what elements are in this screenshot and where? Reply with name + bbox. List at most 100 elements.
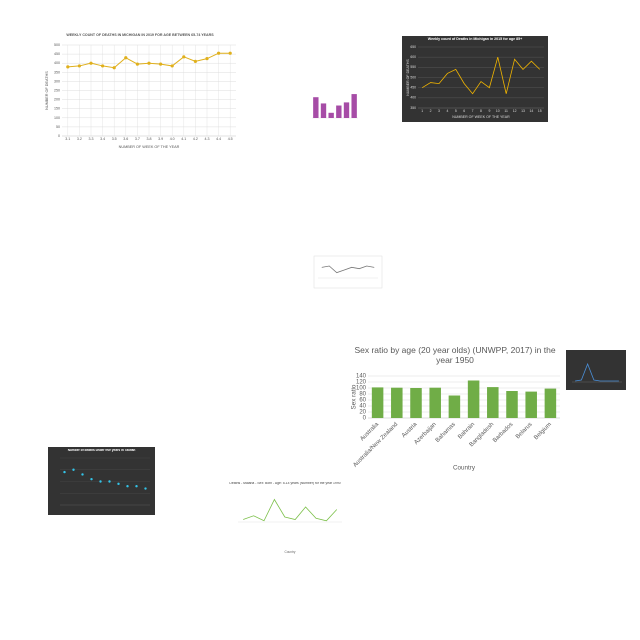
bar — [351, 94, 357, 118]
x-tick-label: 13 — [521, 109, 525, 113]
y-tick-label: 350 — [410, 106, 416, 110]
x-tick-label: 3.8 — [147, 137, 152, 141]
y-tick-label: 400 — [410, 96, 416, 100]
x-tick-label: 4.1 — [181, 137, 186, 141]
x-tick-label: 4.3 — [205, 137, 210, 141]
title-box: Deaths - Malaria - Sex: Both - Age: 5-14… — [229, 482, 341, 485]
point — [89, 61, 93, 65]
chart-title: WEEKLY COUNT OF DEATHS IN MICHIGAN IN 20… — [66, 33, 214, 37]
bar — [429, 387, 441, 418]
bar — [506, 391, 518, 418]
point — [144, 487, 147, 490]
point — [63, 470, 66, 474]
y-axis-label: NUMBER OF DEATHS — [406, 59, 410, 96]
line — [575, 362, 619, 382]
point — [170, 64, 174, 68]
y-tick-label: 350 — [54, 70, 60, 74]
chart-title: Sex ratio by age (20 year olds) (UNWPP, … — [354, 346, 556, 365]
point — [205, 57, 209, 61]
x-tick-label: 11 — [504, 109, 508, 113]
chart: Sex ratio by age (20 year olds) (UNWPP, … — [351, 346, 560, 472]
bar — [410, 388, 422, 418]
bar — [343, 102, 350, 118]
x-tick-label: Bahrain — [457, 422, 476, 441]
x-tick-label: 2 — [430, 109, 432, 113]
y-tick-label: 200 — [54, 98, 60, 102]
point — [108, 480, 111, 483]
chart-background — [40, 30, 240, 150]
x-tick-label: 5 — [455, 109, 457, 113]
y-tick-label: 80 — [359, 392, 366, 398]
x-tick-label: 4.5 — [228, 137, 233, 141]
point — [124, 56, 128, 60]
chart-background — [566, 350, 626, 390]
x-tick-label: 3 — [438, 109, 440, 113]
bar — [391, 387, 403, 418]
point — [101, 64, 105, 68]
y-tick-label: 400 — [54, 61, 60, 65]
x-tick-label: Austria — [401, 421, 419, 439]
y-tick-label: 500 — [54, 43, 60, 47]
point — [126, 485, 129, 488]
point — [99, 480, 102, 483]
x-tick-label: 7 — [472, 109, 474, 113]
x-tick-label: 3.2 — [77, 137, 82, 141]
chart — [313, 255, 383, 289]
point — [77, 64, 81, 68]
chart: Number of deaths under five years in Tai… — [48, 447, 155, 515]
point — [90, 477, 93, 481]
x-tick-label: 4.4 — [216, 137, 221, 141]
y-tick-label: 650 — [410, 45, 416, 49]
y-tick-label: 20 — [359, 410, 366, 416]
y-tick-label: 40 — [359, 404, 366, 410]
x-tick-label: Bahamas — [435, 422, 457, 444]
bar — [336, 105, 342, 118]
x-tick-label: 4.0 — [170, 137, 175, 141]
chart: Weekly count of Deaths in Michigan in 20… — [402, 36, 548, 122]
point — [135, 485, 138, 488]
x-tick-label: 10 — [496, 109, 500, 113]
chart-background — [313, 255, 383, 289]
x-tick-label: 3.3 — [89, 137, 94, 141]
line — [321, 265, 375, 274]
x-tick-label: 15 — [538, 109, 542, 113]
y-axis-label: NUMBER OF DEATHS — [45, 71, 49, 110]
y-tick-label: 100 — [54, 116, 60, 120]
chart: Deaths - Malaria - Sex: Both - Age: 5-14… — [229, 482, 342, 554]
bar — [371, 387, 384, 418]
y-tick-label: 120 — [356, 380, 367, 386]
chart-title: Weekly count of Deaths in Michigan in 20… — [427, 37, 523, 41]
y-tick-label: 0 — [58, 134, 60, 138]
x-tick-label: 3.4 — [100, 137, 105, 141]
y-tick-label: 250 — [54, 88, 60, 92]
chart: WEEKLY COUNT OF DEATHS IN MICHIGAN IN 20… — [40, 30, 240, 150]
point — [182, 55, 186, 59]
bar — [313, 97, 319, 118]
y-tick-label: 550 — [410, 65, 416, 69]
y-tick-label: 0 — [363, 416, 367, 422]
chart — [312, 94, 358, 119]
point — [66, 65, 70, 69]
chart-background — [402, 36, 548, 122]
bar — [525, 391, 537, 418]
point — [159, 62, 163, 66]
point — [193, 59, 197, 63]
point — [135, 62, 139, 66]
line — [243, 498, 338, 522]
point — [228, 51, 232, 55]
title-box: Weekly count of Deaths in Michigan in 20… — [427, 37, 523, 41]
bar — [544, 388, 557, 418]
x-tick-label: 14 — [530, 109, 534, 113]
x-axis-label: Country — [453, 465, 476, 472]
x-tick-label: 3.9 — [158, 137, 163, 141]
chart-title: Deaths - Malaria - Sex: Both - Age: 5-14… — [229, 482, 341, 485]
x-tick-label: 3.7 — [135, 137, 140, 141]
chart — [566, 350, 626, 390]
bar — [320, 103, 327, 118]
x-tick-label: 8 — [480, 109, 482, 113]
x-tick-label: 6 — [463, 109, 465, 113]
title-box: Number of deaths under five years in Tai… — [68, 449, 136, 452]
x-tick-label: 12 — [513, 109, 517, 113]
y-tick-label: 450 — [410, 86, 416, 90]
